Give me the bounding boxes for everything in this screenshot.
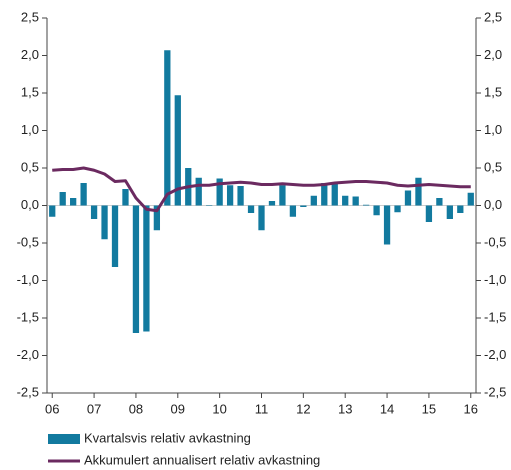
x-tick-label: 13 <box>338 401 352 416</box>
bar <box>331 182 338 206</box>
bar <box>258 205 265 231</box>
y-tick-label: 2,5 <box>21 9 39 24</box>
x-tick-label: 16 <box>464 401 478 416</box>
y-tick-label: 0,0 <box>21 197 39 212</box>
x-tick-label: 11 <box>255 401 269 416</box>
bar <box>237 186 244 206</box>
y2-tick-label: 2,5 <box>484 9 502 24</box>
bar <box>132 205 140 333</box>
bar <box>373 205 380 216</box>
y2-tick-label: -1,0 <box>484 272 506 287</box>
y-tick-label: -2,5 <box>17 384 39 399</box>
bar <box>80 183 87 206</box>
bar <box>457 205 464 213</box>
bar <box>310 195 317 206</box>
bar <box>216 178 223 206</box>
y2-tick-label: 0,5 <box>484 159 502 174</box>
legend-swatch <box>48 434 80 444</box>
y-tick-label: -0,5 <box>17 234 39 249</box>
bar <box>153 205 161 231</box>
y2-tick-label: -1,5 <box>484 309 506 324</box>
bar <box>394 205 401 213</box>
bar <box>90 205 98 219</box>
legend-label: Kvartalsvis relativ avkastning <box>84 430 251 445</box>
bar <box>467 192 474 206</box>
bar <box>446 205 453 219</box>
y-tick-label: -2,0 <box>17 347 39 362</box>
bar <box>321 183 328 206</box>
line <box>52 166 471 213</box>
bar <box>300 205 307 207</box>
y-tick-label: 1,5 <box>21 84 39 99</box>
y-tick-label: 1,0 <box>21 122 39 137</box>
bar <box>111 205 119 267</box>
legend-label: Akkumulert annualisert relativ avkastnin… <box>84 452 320 467</box>
x-tick-label: 15 <box>422 401 436 416</box>
x-tick-label: 08 <box>129 401 143 416</box>
x-tick-label: 06 <box>45 401 59 416</box>
bar <box>352 196 359 206</box>
x-tick-label: 07 <box>87 401 101 416</box>
bar <box>247 205 255 213</box>
x-tick-label: 10 <box>212 401 226 416</box>
y2-tick-label: 1,5 <box>484 84 502 99</box>
y-tick-label: -1,0 <box>17 272 39 287</box>
bar <box>70 198 77 206</box>
bar <box>59 192 66 206</box>
x-tick-label: 14 <box>380 401 394 416</box>
bar <box>174 95 181 206</box>
bar <box>404 190 412 206</box>
bar <box>143 205 150 332</box>
bar <box>206 205 213 206</box>
bar <box>268 201 276 206</box>
bar <box>226 185 234 206</box>
bar <box>289 205 297 217</box>
bar <box>49 205 56 217</box>
bar <box>164 50 171 206</box>
x-tick-label: 12 <box>296 401 310 416</box>
y2-tick-label: -2,0 <box>484 347 506 362</box>
y2-tick-label: -2,5 <box>484 384 506 399</box>
bar <box>362 204 370 206</box>
y-tick-label: 0,5 <box>21 159 39 174</box>
bar <box>342 195 349 206</box>
y2-tick-label: 1,0 <box>484 122 502 137</box>
bar <box>279 185 286 206</box>
bar <box>425 205 433 222</box>
bar <box>195 177 202 206</box>
y2-tick-label: 0,0 <box>484 197 502 212</box>
bar <box>101 205 108 240</box>
y-tick-label: -1,5 <box>17 309 39 324</box>
y2-tick-label: 2,0 <box>484 47 502 62</box>
x-tick-label: 09 <box>171 401 185 416</box>
bar <box>383 205 391 245</box>
y-tick-label: 2,0 <box>21 47 39 62</box>
bar <box>122 189 129 206</box>
bar <box>436 198 443 206</box>
y2-tick-label: -0,5 <box>484 234 506 249</box>
bar <box>415 177 422 206</box>
